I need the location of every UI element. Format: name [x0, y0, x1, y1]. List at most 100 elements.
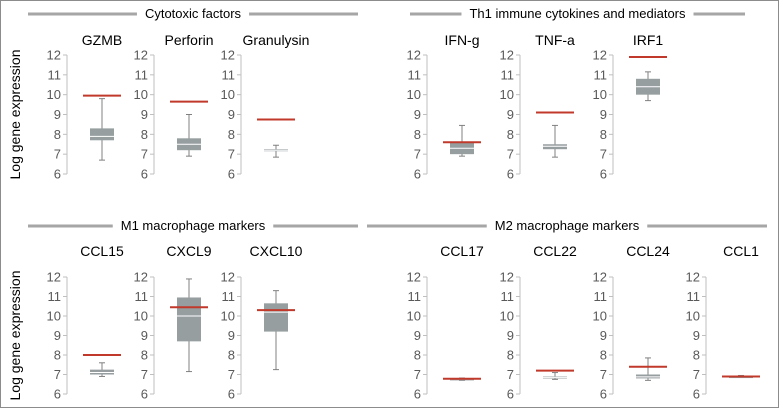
y-tick-label: 10 [593, 309, 607, 324]
panel-perforin: Perforin 6 7 8 9 10 11 12 [134, 32, 214, 182]
y-tick-label: 6 [141, 387, 148, 402]
panel-cxcl9: CXCL9 6 7 8 9 10 11 12 [134, 243, 212, 402]
group-title: M1 macrophage markers [121, 218, 266, 233]
y-tick-label: 8 [141, 127, 148, 142]
group-title: Cytotoxic factors [145, 6, 242, 21]
y-tick-label: 11 [594, 289, 608, 304]
y-tick-label: 10 [134, 87, 148, 102]
y-tick-label: 7 [600, 147, 607, 162]
y-tick-label: 9 [54, 328, 61, 343]
y-tick-label: 9 [507, 107, 514, 122]
y-tick-label: 8 [228, 127, 235, 142]
panel-title: CCL15 [80, 243, 124, 259]
y-tick-label: 11 [222, 289, 236, 304]
y-tick-label: 8 [54, 127, 61, 142]
panel-gzmb: GZMB 6 7 8 9 10 11 12 [47, 32, 123, 182]
y-tick-label: 11 [501, 289, 515, 304]
y-tick-label: 11 [687, 289, 701, 304]
y-tick-label: 12 [134, 48, 148, 63]
y-tick-label: 10 [221, 309, 235, 324]
y-tick-label: 8 [141, 348, 148, 363]
panel-title: Perforin [164, 32, 213, 48]
y-tick-label: 7 [228, 367, 235, 382]
y-tick-label: 6 [54, 387, 61, 402]
iqr-box [177, 297, 201, 342]
panel-tnf-a: TNF-a 6 7 8 9 10 11 12 [500, 32, 576, 182]
panel-title: CXCL9 [166, 243, 211, 259]
iqr-box [264, 303, 288, 332]
y-tick-label: 11 [135, 289, 149, 304]
panel-title: CXCL10 [250, 243, 303, 259]
y-tick-label: 6 [54, 167, 61, 182]
panel-title: IRF1 [633, 32, 664, 48]
y-tick-label: 10 [500, 87, 514, 102]
panel-title: CCL24 [626, 243, 670, 259]
y-tick-label: 6 [228, 167, 235, 182]
group-title: M2 macrophage markers [495, 218, 640, 233]
y-tick-label: 8 [54, 348, 61, 363]
y-tick-label: 11 [408, 289, 422, 304]
y-tick-label: 7 [141, 367, 148, 382]
y-tick-label: 7 [693, 367, 700, 382]
panel-title: CCL1 [723, 243, 759, 259]
y-tick-label: 11 [501, 67, 515, 82]
y-tick-label: 12 [686, 270, 700, 285]
y-tick-label: 9 [414, 328, 421, 343]
y-tick-label: 10 [221, 87, 235, 102]
y-tick-label: 8 [414, 127, 421, 142]
y-tick-label: 11 [594, 67, 608, 82]
y-tick-label: 8 [507, 127, 514, 142]
y-tick-label: 10 [134, 309, 148, 324]
y-tick-label: 9 [507, 328, 514, 343]
y-tick-label: 9 [414, 107, 421, 122]
y-tick-label: 11 [408, 67, 422, 82]
panel-irf1: IRF1 6 7 8 9 10 11 12 [593, 32, 667, 182]
y-tick-label: 8 [507, 348, 514, 363]
y-tick-label: 12 [593, 48, 607, 63]
y-tick-label: 6 [693, 387, 700, 402]
y-tick-label: 12 [47, 48, 61, 63]
y-tick-label: 6 [600, 387, 607, 402]
y-tick-label: 6 [414, 387, 421, 402]
y-tick-label: 12 [47, 270, 61, 285]
y-tick-label: 9 [141, 107, 148, 122]
y-tick-label: 7 [228, 147, 235, 162]
y-tick-label: 6 [141, 167, 148, 182]
y-tick-label: 7 [54, 147, 61, 162]
y-tick-label: 6 [600, 167, 607, 182]
group-header: Cytotoxic factors [28, 6, 358, 21]
y-tick-label: 7 [507, 147, 514, 162]
panel-title: TNF-a [535, 32, 575, 48]
group-header: M1 macrophage markers [28, 218, 358, 233]
group-header: M2 macrophage markers [367, 218, 767, 233]
y-tick-label: 10 [593, 87, 607, 102]
y-tick-label: 12 [221, 48, 235, 63]
panel-ifn-g: IFN-g 6 7 8 9 10 11 12 [407, 32, 481, 182]
y-tick-label: 12 [500, 270, 514, 285]
y-tick-label: 9 [141, 328, 148, 343]
y-tick-label: 7 [414, 367, 421, 382]
y-tick-label: 8 [693, 348, 700, 363]
y-tick-label: 11 [222, 67, 236, 82]
y-tick-label: 9 [228, 107, 235, 122]
y-tick-label: 10 [47, 87, 61, 102]
y-tick-label: 9 [693, 328, 700, 343]
y-tick-label: 8 [600, 127, 607, 142]
y-tick-label: 9 [600, 107, 607, 122]
y-tick-label: 8 [414, 348, 421, 363]
y-tick-label: 8 [600, 348, 607, 363]
y-tick-label: 12 [221, 270, 235, 285]
y-tick-label: 6 [507, 167, 514, 182]
y-tick-label: 6 [228, 387, 235, 402]
y-tick-label: 10 [47, 309, 61, 324]
y-tick-label: 7 [141, 147, 148, 162]
y-tick-label: 9 [600, 328, 607, 343]
panel-granulysin: Granulysin 6 7 8 9 10 11 12 [221, 32, 310, 182]
y-tick-label: 12 [500, 48, 514, 63]
y-tick-label: 7 [507, 367, 514, 382]
y-tick-label: 12 [407, 270, 421, 285]
y-tick-label: 7 [414, 147, 421, 162]
y-tick-label: 9 [228, 328, 235, 343]
panel-title: Granulysin [243, 32, 310, 48]
y-tick-label: 6 [414, 167, 421, 182]
